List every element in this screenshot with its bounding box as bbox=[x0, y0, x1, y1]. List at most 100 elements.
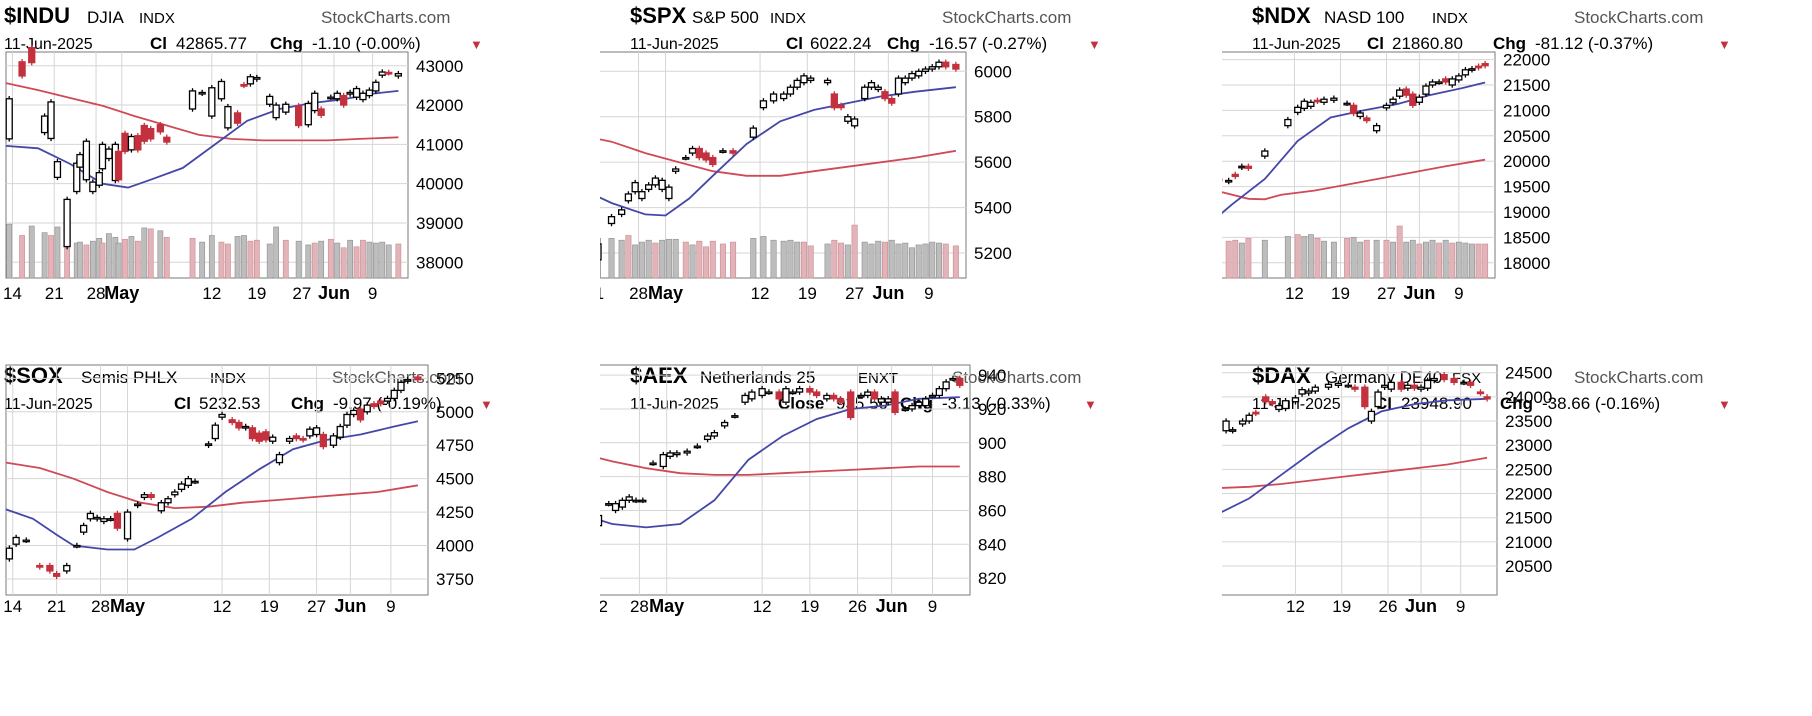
candle-body bbox=[1461, 69, 1470, 76]
candle-body bbox=[370, 403, 378, 408]
candle-body bbox=[935, 388, 943, 397]
candle-body bbox=[793, 79, 801, 88]
y-tick-label: 840 bbox=[978, 535, 1006, 554]
candle-body bbox=[1222, 420, 1230, 432]
candle-body bbox=[1281, 400, 1290, 410]
candle-body bbox=[836, 398, 845, 403]
candle-body bbox=[758, 388, 766, 397]
x-tick-label: 27 bbox=[307, 597, 326, 616]
volume-bar bbox=[89, 240, 96, 279]
volume-bar bbox=[218, 241, 225, 279]
candle-body bbox=[28, 47, 36, 64]
candle-body bbox=[224, 105, 232, 129]
volume-bar bbox=[770, 239, 777, 279]
y-tick-label: 20500 bbox=[1505, 557, 1552, 576]
watermark: StockCharts.com bbox=[1574, 368, 1703, 387]
candle-body bbox=[208, 87, 216, 117]
ma-slow-line bbox=[5, 461, 419, 510]
candle-body bbox=[632, 499, 640, 503]
candle-body bbox=[789, 391, 797, 395]
volume-bar bbox=[379, 241, 386, 279]
candle-body bbox=[915, 70, 923, 77]
ma-fast-line bbox=[600, 396, 960, 529]
volume-bar bbox=[875, 240, 882, 279]
candle-body bbox=[1294, 106, 1302, 114]
x-tick-label: 26 bbox=[848, 597, 867, 616]
volume-bar bbox=[618, 239, 625, 279]
candle-body bbox=[1382, 104, 1391, 109]
candle-body bbox=[720, 421, 729, 427]
close-label: Cl bbox=[786, 34, 803, 53]
candle-body bbox=[292, 435, 300, 440]
chg-value: -38.66 (-0.16%) bbox=[1542, 394, 1660, 413]
candle-body bbox=[823, 79, 832, 84]
volume-bar bbox=[1321, 240, 1327, 279]
candle-body bbox=[607, 216, 616, 225]
volume-bar bbox=[625, 235, 632, 279]
candle-body bbox=[217, 80, 226, 100]
exchange: INDX bbox=[770, 10, 806, 27]
volume-bar bbox=[163, 237, 170, 279]
candle-body bbox=[884, 398, 892, 403]
candle-body bbox=[378, 71, 386, 76]
candle-body bbox=[1351, 386, 1359, 390]
candle-body bbox=[1363, 117, 1371, 122]
candle-body bbox=[333, 92, 341, 100]
candle-body bbox=[1268, 401, 1276, 405]
candle-body bbox=[340, 94, 348, 106]
y-tick-label: 39000 bbox=[416, 214, 463, 233]
volume-bar bbox=[273, 226, 280, 279]
volume-bar bbox=[1363, 239, 1370, 279]
candle-body bbox=[682, 156, 690, 160]
candle-body bbox=[1343, 102, 1351, 106]
x-tick-label: Jun bbox=[1405, 596, 1437, 616]
candle-body bbox=[1374, 391, 1382, 408]
candle-body bbox=[365, 89, 374, 97]
candle-body bbox=[666, 452, 674, 457]
change-triangle-icon: ▼ bbox=[480, 397, 493, 412]
candle-body bbox=[1291, 397, 1300, 403]
candle-body bbox=[275, 453, 284, 464]
volume-bar bbox=[241, 235, 247, 279]
candle-body bbox=[1262, 396, 1270, 403]
volume-bar bbox=[1390, 241, 1397, 279]
candle-body bbox=[262, 431, 270, 441]
candle-body bbox=[830, 93, 838, 109]
chart-svg-aex: $AEX Netherlands 25 ENXT StockCharts.com… bbox=[600, 363, 1097, 616]
y-tick-label: 42000 bbox=[416, 96, 463, 115]
volume-bar bbox=[282, 239, 289, 279]
volume-bar bbox=[794, 241, 801, 279]
candle-body bbox=[171, 491, 179, 496]
y-tick-label: 20000 bbox=[1503, 152, 1550, 171]
candle-body bbox=[394, 72, 403, 77]
candle-body bbox=[922, 398, 930, 407]
candle-body bbox=[1245, 414, 1253, 422]
volume-bar bbox=[83, 244, 90, 279]
close-label: Cl bbox=[150, 34, 167, 53]
candle-body bbox=[95, 172, 103, 186]
volume-bar bbox=[247, 240, 254, 279]
candle-body bbox=[46, 564, 54, 572]
candle-body bbox=[949, 377, 957, 381]
volume-bar bbox=[942, 243, 949, 279]
candle-body bbox=[935, 61, 943, 68]
candle-body bbox=[1305, 390, 1313, 394]
candle-body bbox=[645, 184, 653, 191]
volume-bar bbox=[266, 243, 273, 279]
candle-body bbox=[1225, 179, 1233, 183]
candle-body bbox=[233, 112, 242, 124]
volume-bar bbox=[1330, 241, 1337, 279]
candle-body bbox=[618, 499, 627, 508]
watermark: StockCharts.com bbox=[1574, 8, 1703, 27]
change-triangle-icon: ▼ bbox=[1084, 397, 1097, 412]
candle-body bbox=[1468, 68, 1476, 71]
candle-body bbox=[952, 63, 960, 70]
candle-body bbox=[1435, 81, 1443, 85]
candle-body bbox=[134, 135, 142, 151]
candle-body bbox=[269, 436, 277, 442]
chart-svg-spx: $SPX S&P 500 INDX StockCharts.com 11-Jun… bbox=[600, 3, 1101, 303]
candle-body bbox=[1313, 99, 1322, 103]
candle-body bbox=[36, 564, 44, 568]
symbol: $SPX bbox=[630, 3, 687, 28]
x-tick-label: 28 bbox=[87, 284, 106, 303]
